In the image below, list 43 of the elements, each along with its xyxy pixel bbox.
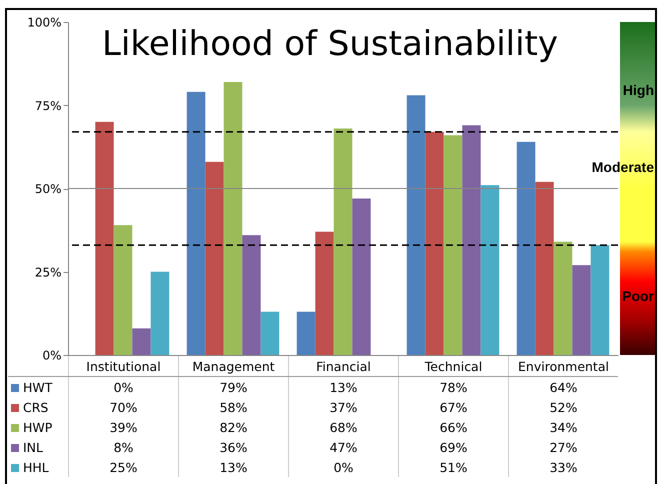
y-tick-label: 50% (34, 182, 62, 196)
x-tick-label: Institutional (68, 356, 178, 376)
data-label: 0% (68, 376, 178, 397)
data-label: 67% (398, 397, 508, 417)
x-tick-label: Financial (288, 356, 398, 376)
x-tick-label: Environmental (508, 356, 618, 376)
data-label: 78% (398, 376, 508, 397)
data-label: 34% (508, 417, 618, 437)
y-tick-label: 75% (34, 98, 62, 113)
legend-label: HWP (22, 418, 54, 436)
chart-title: Likelihood of Sustainability (100, 24, 559, 64)
data-label: 13% (288, 376, 398, 397)
data-label: 51% (398, 457, 508, 477)
data-label: 33% (508, 457, 618, 477)
data-label: 36% (178, 437, 288, 457)
y-tick-label: 25% (34, 265, 62, 280)
data-label: 27% (508, 437, 618, 457)
data-label: 82% (178, 417, 288, 437)
data-label: 69% (398, 437, 508, 457)
x-tick-label: Technical (398, 356, 508, 376)
legend-label: HWT (22, 378, 54, 396)
data-label: 58% (178, 397, 288, 417)
data-label: 0% (288, 457, 398, 477)
data-label: 66% (398, 417, 508, 437)
legend-label: CRS (22, 398, 50, 416)
data-label: 8% (68, 437, 178, 457)
x-tick-label: Management (178, 356, 288, 376)
data-label: 25% (68, 457, 178, 477)
data-label: 64% (508, 376, 618, 397)
data-label: 13% (178, 457, 288, 477)
legend-label: HHL (22, 458, 50, 476)
text: Poor (622, 288, 654, 304)
data-label: 79% (178, 376, 288, 397)
legend-label: INL (22, 438, 44, 456)
data-label: 68% (288, 417, 398, 437)
data-label: 39% (68, 417, 178, 437)
data-label: 52% (508, 397, 618, 417)
data-label: 37% (288, 397, 398, 417)
y-tick-label: 0% (42, 348, 62, 362)
data-label: 70% (68, 397, 178, 417)
data-label: 47% (288, 437, 398, 457)
y-tick-label: 100% (27, 16, 62, 30)
text: High (622, 82, 654, 98)
